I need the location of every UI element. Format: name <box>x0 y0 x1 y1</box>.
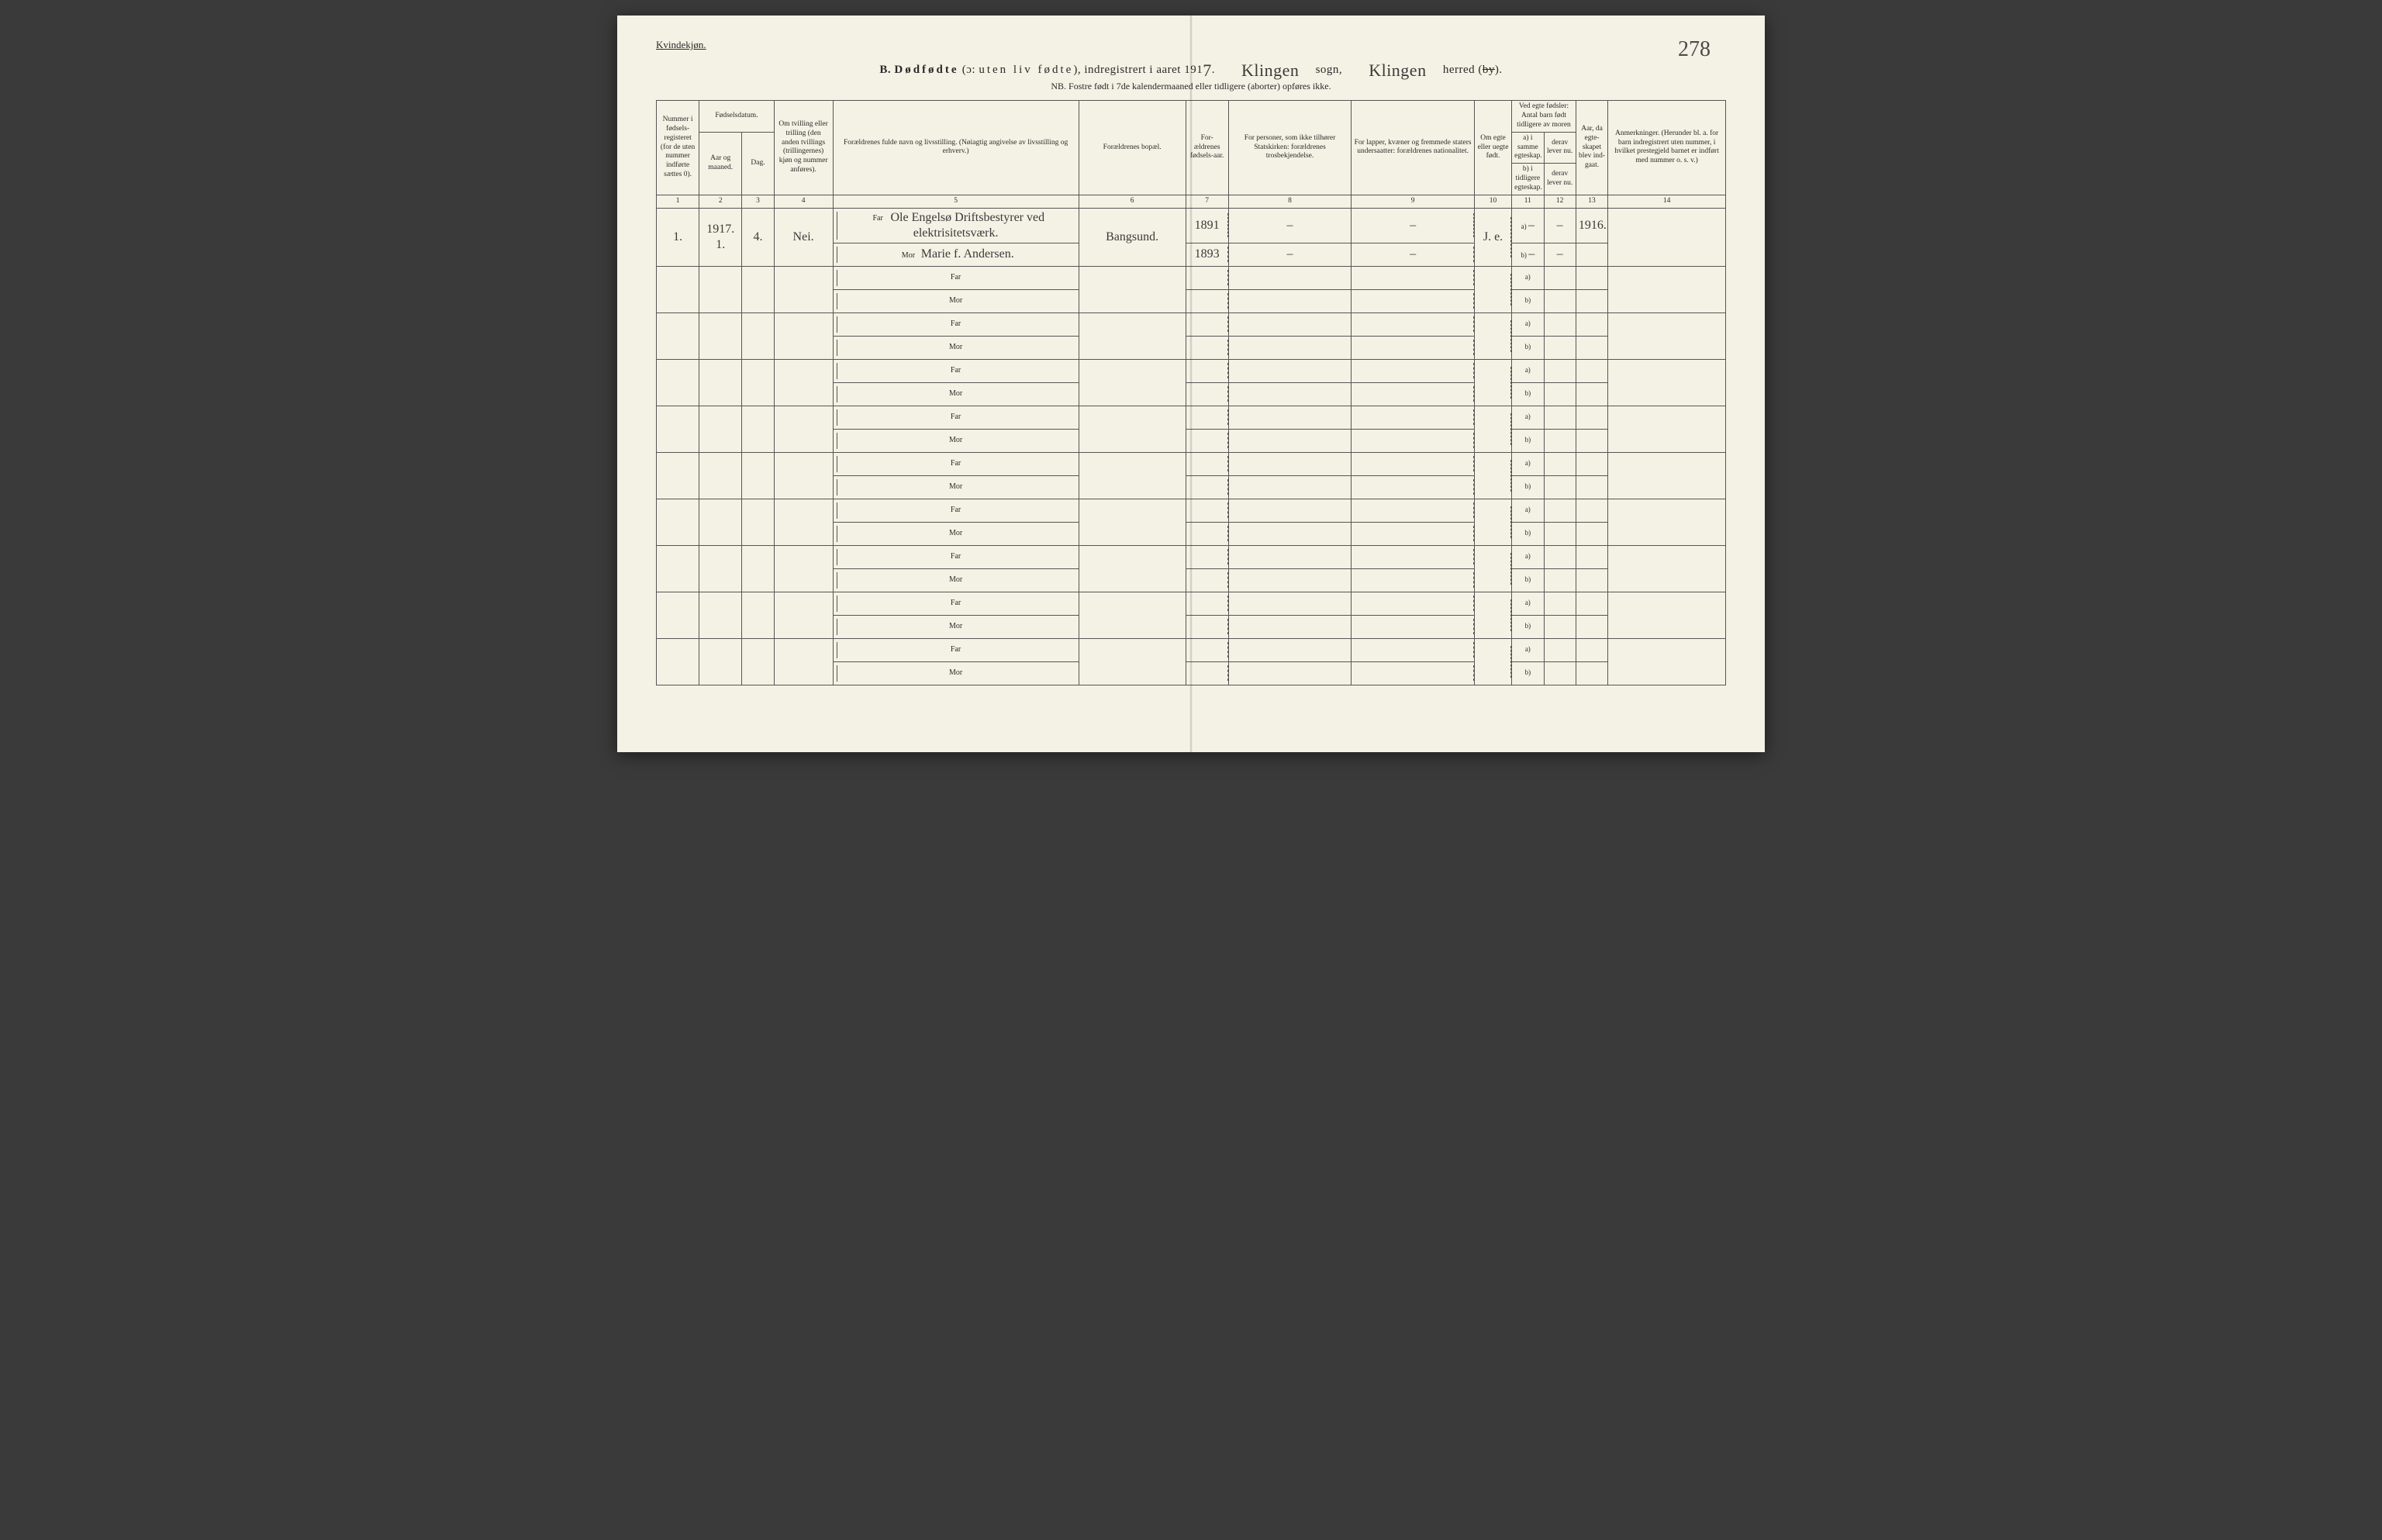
title-main: Dødfødte (ɔ: uten liv fødte), indregistr… <box>894 64 1218 76</box>
h-col2a: Aar og maaned. <box>699 132 742 195</box>
h-col4: Om tvilling eller trilling (den anden tv… <box>774 101 833 195</box>
entry-tvilling: Nei. <box>793 230 814 243</box>
h-col14: Anmerkninger. (Herunder bl. a. for barn … <box>1608 101 1726 195</box>
h-col8: For personer, som ikke tilhører Statskir… <box>1228 101 1352 195</box>
table-row: Fara) <box>657 592 1726 615</box>
table-row: 1. 1917. 1. 4. Nei. Far Ole Engelsø Drif… <box>657 208 1726 243</box>
page-number: 278 <box>1678 37 1711 62</box>
register-page: Kvindekjøn. 278 B. Dødfødte (ɔ: uten liv… <box>617 16 1765 752</box>
herred-label: herred (by). <box>1443 64 1503 76</box>
entry-far-aar: 1891 <box>1195 219 1220 232</box>
sogn-label: sogn, <box>1316 64 1343 76</box>
entry-far-name: Ole Engelsø Driftsbestyrer ved elektrisi… <box>890 211 1044 240</box>
table-row: Fara) <box>657 545 1726 568</box>
table-body: 1. 1917. 1. 4. Nei. Far Ole Engelsø Drif… <box>657 208 1726 685</box>
h-col1: Nummer i fødsels-registeret (for de uten… <box>657 101 699 195</box>
table-row: Fara) <box>657 266 1726 289</box>
entry-dag: 4. <box>753 230 762 243</box>
table-row: Fara) <box>657 638 1726 661</box>
entry-mor-name: Marie f. Andersen. <box>921 247 1014 261</box>
table-row: Fara) <box>657 406 1726 429</box>
title-prefix: B. <box>879 64 891 76</box>
h-col11a: a) i samme egteskap. <box>1512 132 1544 164</box>
entry-c13: 1916. <box>1579 219 1607 232</box>
far-label: Far <box>867 214 889 224</box>
mor-label: Mor <box>897 251 919 261</box>
h-col6: Forældrenes bopæl. <box>1079 101 1186 195</box>
herred-hand: Klingen <box>1369 60 1426 81</box>
entry-remarks <box>1608 208 1726 266</box>
h-col2-top: Fødselsdatum. <box>699 101 775 133</box>
h-col2b: Dag. <box>742 132 774 195</box>
h-col9: For lapper, kvæner og fremmede staters u… <box>1352 101 1475 195</box>
table-row: Fara) <box>657 359 1726 382</box>
year-hand: 7 <box>1203 60 1212 81</box>
h-col13: Aar, da egte-skapet blev ind-gaat. <box>1576 101 1607 195</box>
h-col5: Forældrenes fulde navn og livsstilling. … <box>833 101 1079 195</box>
entry-c9: – <box>1410 219 1416 232</box>
h-col11b: b) i tidligere egteskap. <box>1512 164 1544 195</box>
table-row: Fara) <box>657 499 1726 522</box>
entry-mor-aar: 1893 <box>1195 247 1220 261</box>
h-col10: Om egte eller uegte født. <box>1474 101 1511 195</box>
h-col11-top: Ved egte fødsler: Antal barn født tidlig… <box>1512 101 1576 133</box>
h-col12b: derav lever nu. <box>1544 164 1576 195</box>
entry-aar: 1917. 1. <box>706 223 734 251</box>
entry-egte: J. e. <box>1483 230 1503 243</box>
entry-num: 1. <box>673 230 682 243</box>
entry-bopael: Bangsund. <box>1106 230 1158 243</box>
entry-c8: – <box>1287 219 1293 232</box>
table-row: Fara) <box>657 312 1726 336</box>
by-struck: by <box>1483 64 1495 76</box>
h-col12a: derav lever nu. <box>1544 132 1576 164</box>
table-row: Fara) <box>657 452 1726 475</box>
sogn-hand: Klingen <box>1241 60 1299 81</box>
